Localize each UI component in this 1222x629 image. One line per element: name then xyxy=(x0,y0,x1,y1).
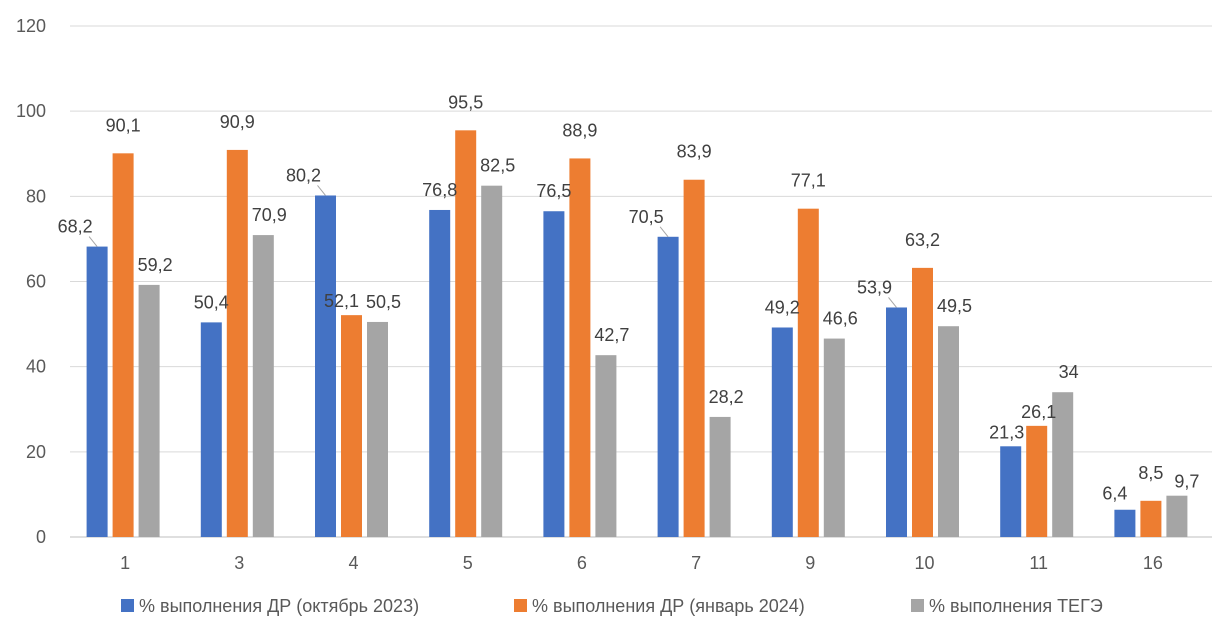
bar xyxy=(797,208,819,537)
x-tick-label: 16 xyxy=(1143,553,1163,573)
legend: % выполнения ДР (октябрь 2023) % выполнен… xyxy=(121,596,1103,616)
x-tick-label: 7 xyxy=(691,553,701,573)
bar xyxy=(429,209,451,537)
x-tick-label: 5 xyxy=(463,553,473,573)
bar xyxy=(86,246,108,537)
data-label: 83,9 xyxy=(677,142,712,162)
x-tick-label: 9 xyxy=(805,553,815,573)
bar xyxy=(1026,425,1048,537)
bar xyxy=(709,416,731,537)
legend-item: % выполнения ТЕГЭ xyxy=(911,596,1103,616)
data-label: 70,5 xyxy=(629,207,664,227)
bar xyxy=(912,267,933,537)
data-label: 50,4 xyxy=(194,292,229,312)
data-label: 90,1 xyxy=(106,115,141,135)
bar xyxy=(886,307,907,537)
data-label: 49,2 xyxy=(765,297,800,317)
data-label: 49,5 xyxy=(937,296,972,316)
bar xyxy=(657,236,679,537)
bar xyxy=(1166,495,1188,537)
data-label: 77,1 xyxy=(791,171,826,191)
y-tick-label: 0 xyxy=(36,527,46,547)
x-tick-label: 4 xyxy=(348,553,358,573)
y-tick-label: 120 xyxy=(16,16,46,36)
data-label: 80,2 xyxy=(286,165,321,185)
data-label-leader-lines xyxy=(88,185,897,308)
data-label: 68,2 xyxy=(58,217,93,237)
data-label: 90,9 xyxy=(220,112,255,132)
leader-line xyxy=(317,185,326,196)
bars xyxy=(86,130,1188,538)
bar xyxy=(138,284,160,537)
bar xyxy=(341,315,362,537)
data-label: 6,4 xyxy=(1102,484,1127,504)
data-label: 70,9 xyxy=(252,205,287,225)
data-labels: 68,2 90,1 59,2 50,4 90,9 70,9 80,2 52,1 50,5 76,8… xyxy=(58,92,1200,503)
bar xyxy=(1140,500,1162,537)
legend-swatch xyxy=(911,599,924,612)
y-tick-label: 60 xyxy=(26,272,46,292)
bar xyxy=(1052,392,1074,537)
legend-item: % выполнения ДР (октябрь 2023) xyxy=(121,596,419,616)
leader-line xyxy=(888,297,897,308)
data-label: 63,2 xyxy=(905,230,940,250)
bar xyxy=(200,322,222,537)
bar xyxy=(569,158,591,537)
bar xyxy=(1114,509,1136,537)
x-tick-label: 3 xyxy=(234,553,244,573)
data-label: 21,3 xyxy=(989,422,1024,442)
data-label: 26,1 xyxy=(1021,402,1056,422)
bar xyxy=(455,130,477,537)
bar xyxy=(771,327,793,537)
data-label: 53,9 xyxy=(857,277,892,297)
y-tick-label: 100 xyxy=(16,101,46,121)
data-label: 34 xyxy=(1059,362,1079,382)
data-label: 50,5 xyxy=(366,292,401,312)
bar xyxy=(1000,446,1022,537)
bar xyxy=(481,185,503,537)
bar xyxy=(112,153,134,538)
x-tick-label: 1 xyxy=(120,553,130,573)
bar xyxy=(252,235,274,537)
bar xyxy=(938,326,959,537)
legend-item: % выполнения ДР (январь 2024) xyxy=(514,596,805,616)
x-tick-label: 6 xyxy=(577,553,587,573)
y-tick-label: 20 xyxy=(26,442,46,462)
legend-label: % выполнения ДР (октябрь 2023) xyxy=(139,596,419,616)
leader-line xyxy=(88,236,98,247)
data-label: 9,7 xyxy=(1174,472,1199,492)
x-axis-tick-labels: 1 3 4 5 6 7 9 10 11 16 xyxy=(120,553,1163,573)
data-label: 42,7 xyxy=(594,325,629,345)
y-axis-tick-labels: 0 20 40 60 80 100 120 xyxy=(16,16,46,547)
y-tick-label: 80 xyxy=(26,186,46,206)
legend-swatch xyxy=(514,599,527,612)
legend-label: % выполнения ТЕГЭ xyxy=(929,596,1103,616)
data-label: 46,6 xyxy=(823,309,858,329)
data-label: 52,1 xyxy=(324,291,359,311)
x-tick-label: 11 xyxy=(1029,553,1048,573)
bar xyxy=(823,338,845,537)
data-label: 28,2 xyxy=(709,387,744,407)
data-label: 82,5 xyxy=(480,156,515,176)
data-label: 59,2 xyxy=(138,255,173,275)
data-label: 76,8 xyxy=(422,180,457,200)
bar xyxy=(226,149,248,538)
legend-swatch xyxy=(121,599,134,612)
y-tick-label: 40 xyxy=(26,357,46,377)
data-label: 8,5 xyxy=(1138,463,1163,483)
legend-label: % выполнения ДР (январь 2024) xyxy=(532,596,805,616)
bar xyxy=(683,179,705,537)
data-label: 76,5 xyxy=(536,181,571,201)
bar xyxy=(367,321,388,537)
bar xyxy=(543,211,565,538)
bar xyxy=(595,355,617,537)
x-tick-label: 10 xyxy=(914,553,934,573)
data-label: 95,5 xyxy=(448,92,483,112)
bar xyxy=(315,195,336,537)
data-label: 88,9 xyxy=(562,120,597,140)
leader-line xyxy=(659,226,669,238)
